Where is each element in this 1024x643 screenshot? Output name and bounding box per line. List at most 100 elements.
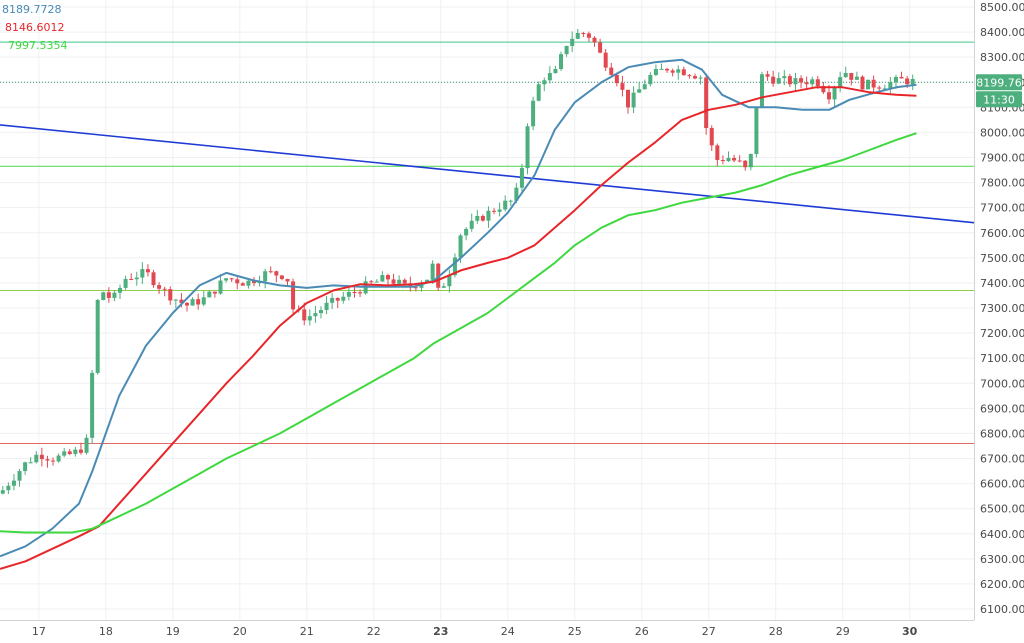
candle-body xyxy=(218,280,223,294)
candle-body xyxy=(843,73,848,78)
candle-body xyxy=(45,459,50,461)
time-tick-label: 20 xyxy=(233,625,247,638)
candle-body xyxy=(23,462,28,472)
price-tick-label: 7600.00 xyxy=(980,227,1024,240)
candle-body xyxy=(330,297,335,303)
candle-body xyxy=(620,83,625,90)
price-tick-label: 6200.00 xyxy=(980,578,1024,591)
candle-body xyxy=(285,278,290,282)
price-tick-label: 7200.00 xyxy=(980,327,1024,340)
candle-body xyxy=(307,316,312,321)
ma-value-label: 8146.6012 xyxy=(5,21,65,34)
candle-body xyxy=(17,471,22,481)
time-tick-label: 17 xyxy=(32,625,46,638)
candle-body xyxy=(425,279,430,284)
time-tick-label: 28 xyxy=(769,625,783,638)
time-axis[interactable]: 17 18 19 20 21 22 23 24 25 26 27 28 29 30 xyxy=(0,620,1024,643)
candle-body xyxy=(129,278,134,280)
candle-body xyxy=(346,291,351,297)
moving-average-line xyxy=(0,86,917,570)
candle-body xyxy=(279,275,284,279)
time-tick-label: 27 xyxy=(702,625,716,638)
countdown-tag xyxy=(976,91,1022,108)
candle-body xyxy=(34,454,39,463)
candle-body xyxy=(860,76,865,90)
candle-body xyxy=(692,76,697,79)
candle-body xyxy=(84,437,89,453)
price-tick-label: 6500.00 xyxy=(980,503,1024,516)
price-tick-label: 6800.00 xyxy=(980,427,1024,440)
candle-body xyxy=(737,160,742,162)
blue-trendline xyxy=(0,124,975,224)
candle-body xyxy=(78,449,83,453)
candle-body xyxy=(28,462,33,464)
candle-body xyxy=(715,145,720,161)
candle-body xyxy=(821,85,826,93)
candle-body xyxy=(480,215,485,221)
price-tick-label: 7700.00 xyxy=(980,202,1024,215)
candle-body xyxy=(251,280,256,284)
candle-body xyxy=(704,77,709,129)
candle-body xyxy=(653,68,658,75)
candle-body xyxy=(614,74,619,84)
candle-body xyxy=(626,89,631,108)
ma-legend: 8189.7728 8146.6012 7997.5354 xyxy=(2,3,68,52)
candle-body xyxy=(291,281,296,310)
price-tick-label: 7500.00 xyxy=(980,252,1024,265)
candle-body xyxy=(168,289,173,301)
price-tick-label: 8000.00 xyxy=(980,126,1024,139)
candle-body xyxy=(313,313,318,317)
candle-body xyxy=(726,157,731,162)
candle-body xyxy=(547,73,552,81)
candle-body xyxy=(598,42,603,53)
candle-body xyxy=(112,292,117,298)
candle-body xyxy=(140,269,145,278)
candle-body xyxy=(335,297,340,301)
moving-averages xyxy=(0,58,917,570)
candle-body xyxy=(207,291,212,298)
candle-body xyxy=(815,79,820,86)
candle-body xyxy=(854,76,859,80)
candle-body xyxy=(358,292,363,294)
moving-average-line xyxy=(0,132,917,534)
ma-value-label: 7997.5354 xyxy=(8,39,68,52)
candle-body xyxy=(441,286,446,288)
candle-body xyxy=(564,45,569,55)
candle-body xyxy=(871,79,876,88)
time-tick-label: 18 xyxy=(99,625,113,638)
candle-body xyxy=(486,210,491,221)
price-tick-label: 6100.00 xyxy=(980,603,1024,616)
candle-body xyxy=(118,287,123,293)
candle-body xyxy=(793,78,798,85)
time-tick-label: 26 xyxy=(635,625,649,638)
candle-body xyxy=(631,92,636,108)
candle-body xyxy=(73,449,78,454)
candle-body xyxy=(849,73,854,80)
candle-body xyxy=(173,299,178,301)
candle-body xyxy=(185,302,190,306)
candle-body xyxy=(497,209,502,212)
candle-body xyxy=(542,80,547,85)
candle-body xyxy=(157,285,162,289)
candle-body xyxy=(720,160,725,162)
candle-body xyxy=(402,279,407,284)
candle-body xyxy=(882,88,887,90)
price-tick-label: 7300.00 xyxy=(980,302,1024,315)
horizontal-levels xyxy=(0,41,974,444)
last-price-tag xyxy=(976,74,1022,91)
price-tick-label: 7800.00 xyxy=(980,177,1024,190)
time-tick-label: 29 xyxy=(836,625,850,638)
candle-body xyxy=(893,76,898,83)
candle-body xyxy=(11,480,16,486)
price-tick-label: 8500.00 xyxy=(980,1,1024,14)
candle-body xyxy=(318,310,323,314)
candle-body xyxy=(374,281,379,283)
candle-body xyxy=(229,278,234,280)
price-tick-label: 8400.00 xyxy=(980,26,1024,39)
candle-body xyxy=(665,68,670,71)
candle-body xyxy=(397,279,402,284)
price-tick-label: 7100.00 xyxy=(980,352,1024,365)
candle-body xyxy=(151,272,156,286)
candle-body xyxy=(888,82,893,89)
